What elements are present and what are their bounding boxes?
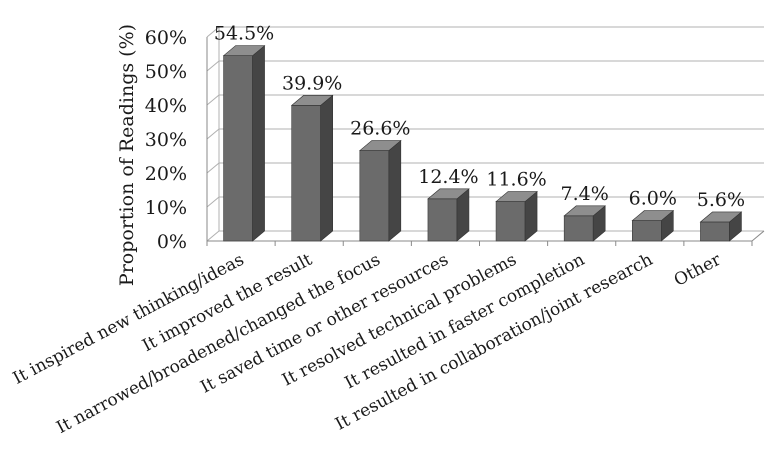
bar-side: [320, 94, 333, 242]
y-tick-label: 20%: [145, 163, 187, 185]
gridline-depth: [206, 230, 220, 242]
bar-top: [358, 140, 402, 151]
y-tick-label: 40%: [145, 95, 187, 117]
gridline-depth: [206, 60, 220, 72]
data-label: 26.6%: [350, 118, 410, 140]
y-axis-ticks: 0% 10% 20% 30% 40% 50% 60%: [145, 27, 187, 253]
floor-edge: [751, 230, 765, 242]
gridlines: [206, 26, 765, 246]
bar-side: [388, 139, 402, 242]
data-label: 11.6%: [486, 169, 546, 191]
bar-top: [222, 45, 266, 57]
bar: [291, 105, 321, 242]
bar: [359, 150, 390, 242]
bar: [563, 215, 594, 242]
bar: [495, 201, 526, 242]
bars: [222, 45, 743, 242]
data-label: 12.4%: [418, 166, 478, 188]
data-label: 39.9%: [282, 72, 342, 94]
bar-side: [252, 45, 265, 242]
y-tick-label: 50%: [145, 61, 187, 83]
data-labels: 54.5% 39.9% 26.6% 12.4% 11.6% 7.4% 6.0% 5.6%: [214, 23, 745, 211]
y-tick-label: 0%: [157, 231, 187, 253]
bar-top: [427, 188, 470, 200]
bar: [427, 198, 458, 242]
y-tick-label: 10%: [145, 197, 187, 219]
category-label: Other: [671, 249, 725, 290]
data-label: 5.6%: [697, 189, 745, 211]
gridline-depth: [206, 94, 220, 106]
data-label: 6.0%: [629, 188, 677, 210]
bar-top: [699, 211, 743, 223]
y-tick-label: 30%: [145, 129, 187, 151]
bar: [700, 221, 730, 242]
bar-top: [631, 210, 675, 221]
data-label: 54.5%: [214, 23, 274, 45]
y-tick-label: 60%: [145, 27, 187, 49]
gridline-depth: [206, 196, 220, 208]
bar-top: [495, 191, 538, 202]
y-axis-title: Proportion of Readings (%): [116, 24, 138, 286]
gridline-depth: [206, 26, 220, 38]
gridline-depth: [206, 128, 220, 140]
bar: [223, 55, 253, 242]
bar-top: [563, 205, 607, 217]
bar: [632, 220, 662, 242]
bar-top: [290, 95, 334, 106]
data-label: 7.4%: [561, 183, 609, 205]
gridline-depth: [206, 162, 220, 174]
